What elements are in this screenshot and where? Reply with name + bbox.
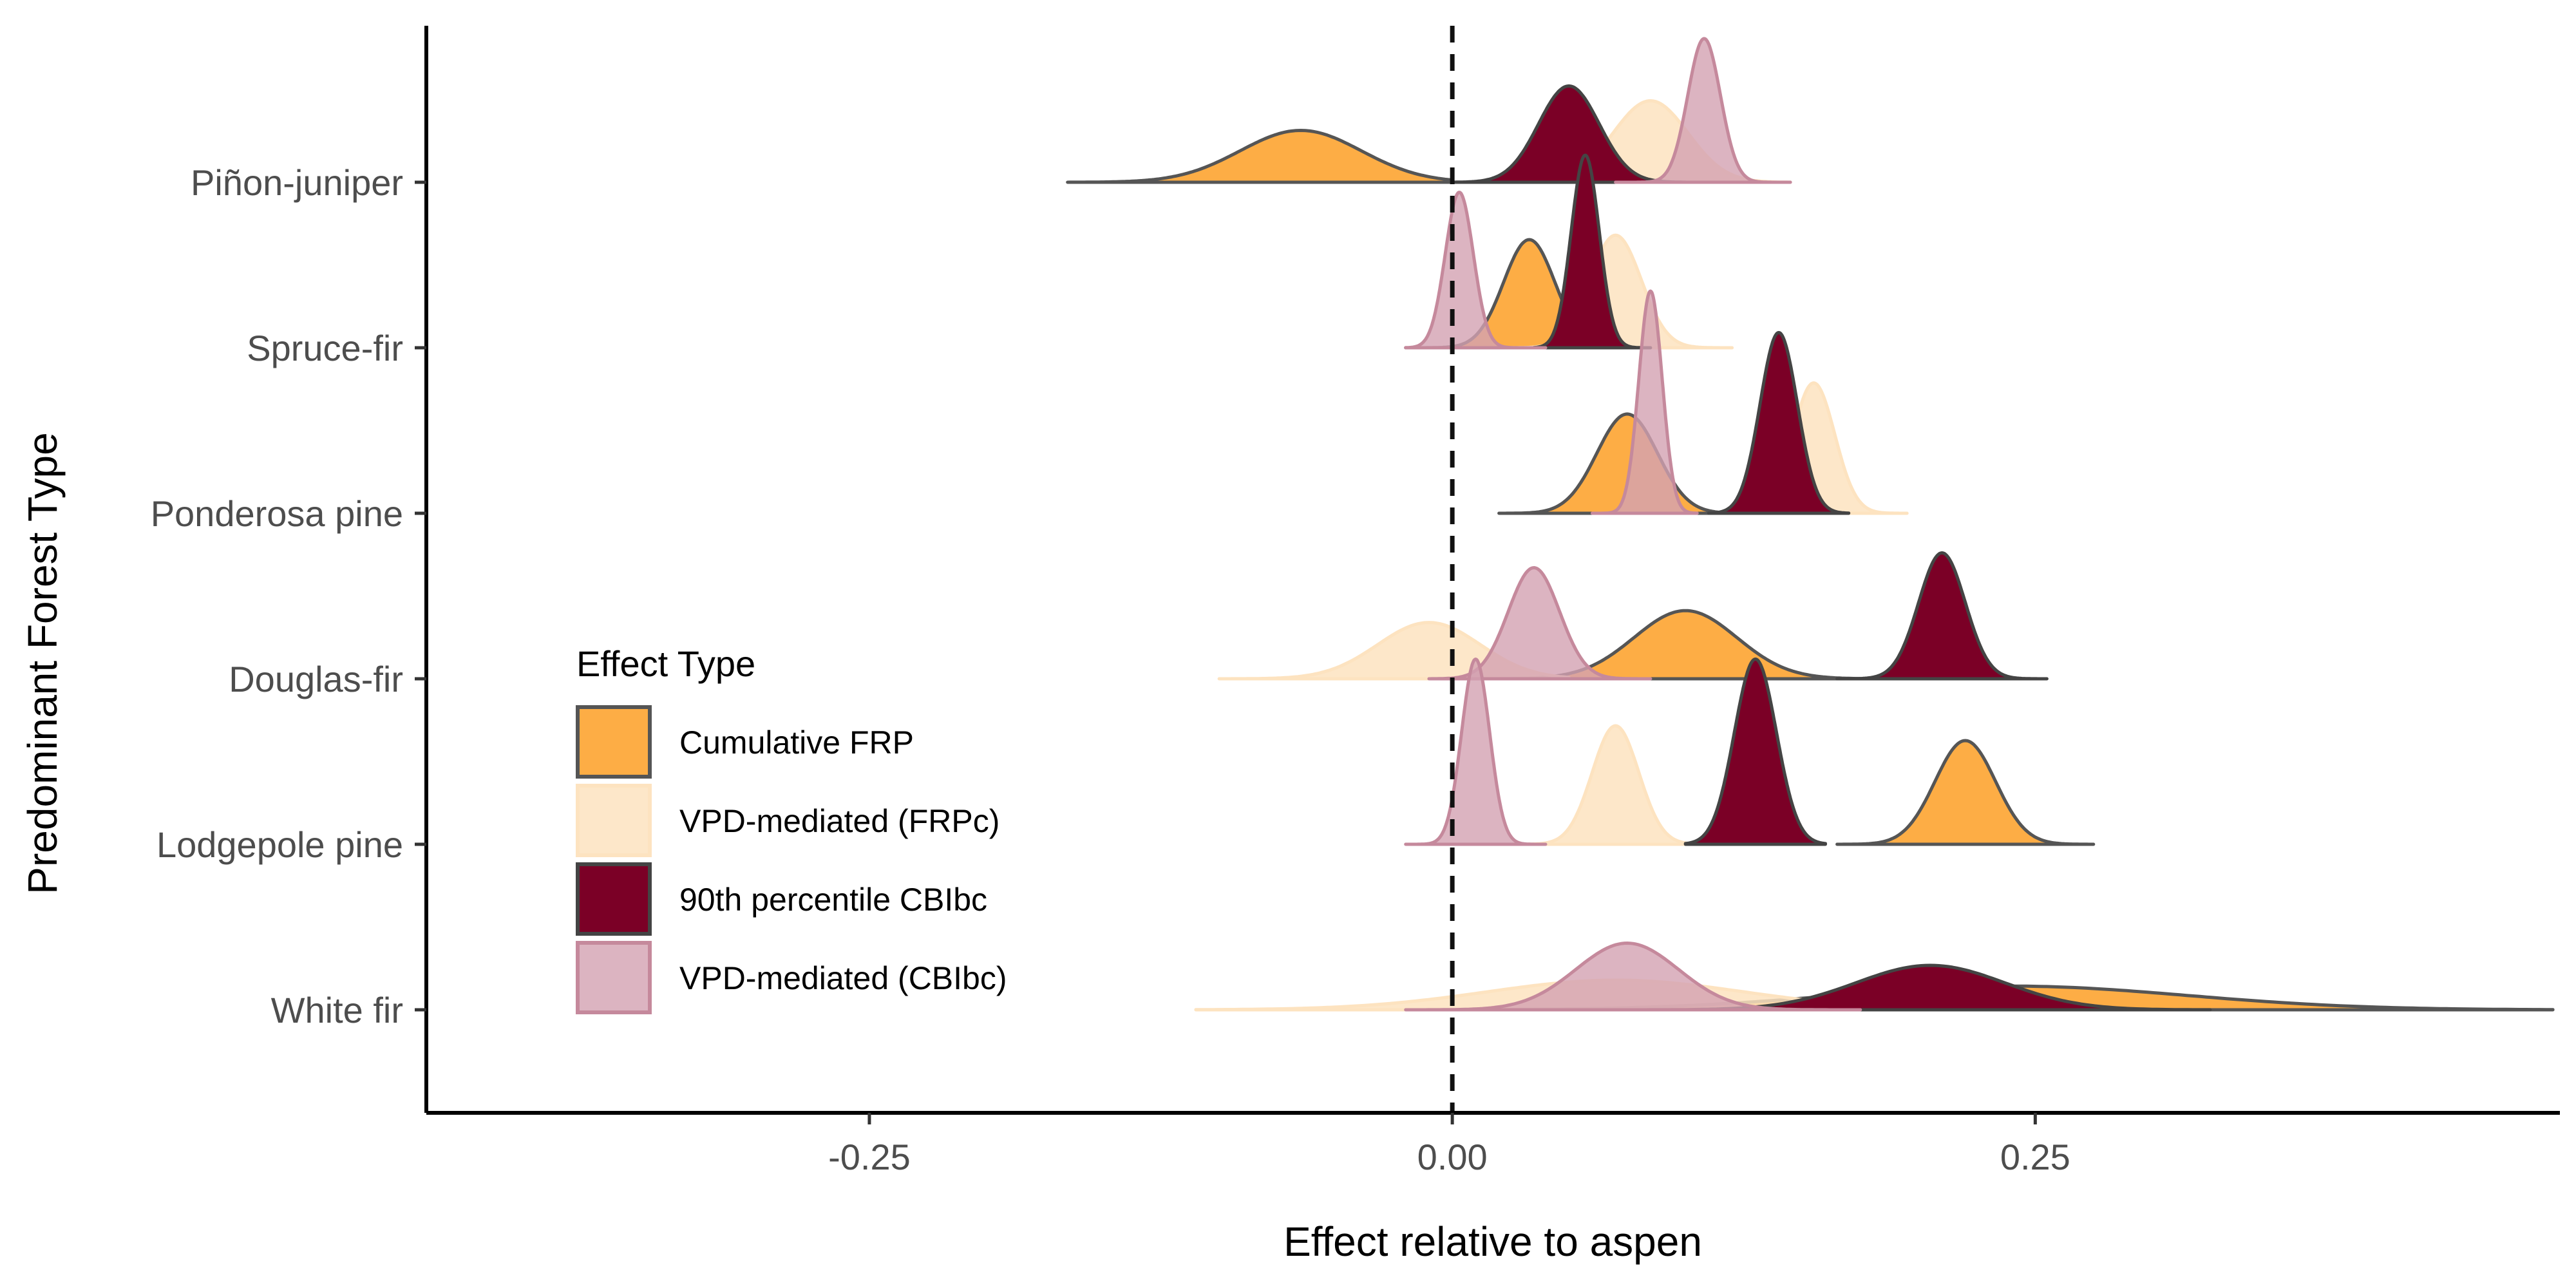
legend-swatch-cumulative-frp [576, 705, 652, 779]
y-axis-title: Predominant Forest Type [19, 432, 66, 894]
density-vpd-mediated-cbibc-pinon-juniper [1614, 37, 1792, 184]
density-vpd-mediated-cbibc-douglas-fir [1427, 566, 1653, 681]
x-axis-ticks: -0.25 0.00 0.25 [828, 1113, 2070, 1177]
density-90th-percentile-cbibc-ponderosa-pine [1707, 330, 1851, 515]
y-tick-label-spruce-fir: Spruce-fir [247, 328, 403, 368]
density-vpd-mediated-cbibc-white-fir [1404, 942, 1862, 1012]
legend-label-vpd-mediated-cbibc: VPD-mediated (CBIbc) [679, 960, 1007, 996]
y-tick-label-pinon-juniper: Piñon-juniper [191, 162, 403, 203]
density-vpd-mediated-cbibc-lodgepole-pine [1404, 658, 1548, 846]
y-tick-label-ponderosa-pine: Ponderosa pine [151, 493, 403, 534]
legend-label-90th-percentile-cbibc: 90th percentile CBIbc [679, 882, 987, 918]
density-cumulative-frp-pinon-juniper [1066, 129, 1454, 184]
legend: Effect Type Cumulative FRP VPD-mediated (… [576, 643, 1007, 1014]
density-90th-percentile-cbibc-lodgepole-pine [1683, 658, 1827, 846]
legend-items: Cumulative FRP VPD-mediated (FRPc) 90th pe… [576, 705, 1007, 1014]
legend-title: Effect Type [576, 643, 755, 684]
x-tick-label-0-25: 0.25 [2000, 1137, 2070, 1177]
legend-label-vpd-mediated-frpc: VPD-mediated (FRPc) [679, 803, 999, 839]
density-90th-percentile-cbibc-pinon-juniper [1450, 84, 1687, 184]
y-tick-label-white-fir: White fir [271, 990, 403, 1030]
density-vpd-mediated-cbibc-ponderosa-pine [1590, 289, 1699, 515]
density-90th-percentile-cbibc-spruce-fir [1532, 153, 1653, 350]
legend-label-cumulative-frp: Cumulative FRP [679, 724, 914, 761]
x-axis-title: Effect relative to aspen [1283, 1218, 1702, 1265]
x-tick-label-0-25: -0.25 [828, 1137, 911, 1177]
y-axis-ticks: White fir Lodgepole pine Douglas-fir Ponder… [151, 162, 426, 1030]
legend-swatch-vpd-mediated-frpc [576, 784, 652, 857]
y-tick-label-douglas-fir: Douglas-fir [229, 659, 403, 699]
density-vpd-mediated-cbibc-spruce-fir [1404, 191, 1548, 350]
legend-swatch-vpd-mediated-cbibc [576, 941, 652, 1014]
density-vpd-mediated-frpc-lodgepole-pine [1509, 724, 1699, 846]
legend-swatch-90th-percentile-cbibc [576, 862, 652, 936]
y-tick-label-lodgepole-pine: Lodgepole pine [156, 824, 403, 865]
density-90th-percentile-cbibc-douglas-fir [1835, 551, 2049, 681]
ridges-layer [1066, 37, 2555, 1012]
density-cumulative-frp-lodgepole-pine [1835, 739, 2096, 846]
x-tick-label-0-00: 0.00 [1417, 1137, 1488, 1177]
